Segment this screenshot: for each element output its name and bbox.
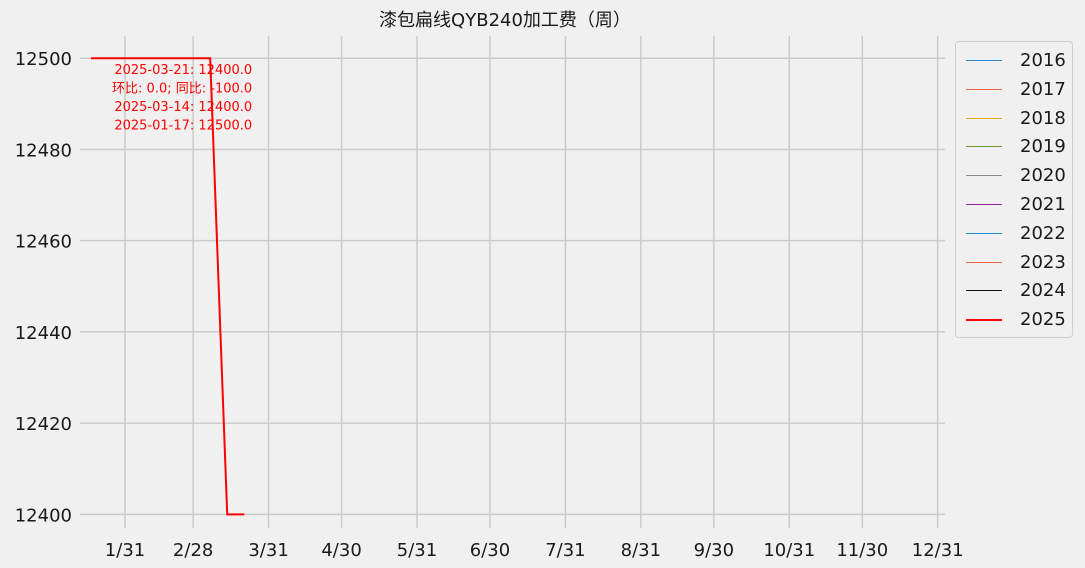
x-tick-label: 3/31 [248,540,288,561]
legend-label: 2020 [1020,165,1066,187]
y-tick-label: 12500 [15,49,72,70]
legend-item: 2022 [964,222,1074,246]
series-line-2025 [90,57,245,516]
x-tick-label: 6/30 [470,540,510,561]
x-tick-label: 11/30 [836,540,888,561]
legend-label: 2018 [1020,107,1066,129]
y-tick-label: 12440 [15,323,72,344]
annotation-label: 2025-03-21: 12400.0 [114,63,252,78]
x-tick-label: 4/30 [321,540,361,561]
y-tick-label: 12460 [15,232,72,253]
legend-label: 2023 [1020,251,1066,273]
x-tick-label: 12/31 [912,540,964,561]
legend-swatch [966,88,1002,90]
annotations: 2025-03-21: 12400.0 环比: 0.0; 同比: -100.0 20… [112,63,252,134]
x-tick-label: 10/31 [763,540,815,561]
y-tick-label: 12420 [15,414,72,435]
legend-item: 2025 [964,308,1074,332]
legend-swatch [966,232,1002,234]
chart-title: 漆包扁线QYB240加工费（周） [379,10,631,31]
annotation-label: 环比: 0.0; 同比: -100.0 [112,82,252,97]
legend-swatch [966,319,1002,322]
legend-swatch [966,175,1002,177]
legend-label: 2017 [1020,78,1066,100]
legend: 2016 2017 2018 2019 2020 2021 2022 2023 2024 2025 [955,41,1073,338]
legend-label: 2021 [1020,194,1066,215]
legend-item: 2020 [964,164,1074,188]
x-axis-tick-labels: 1/31 2/28 3/31 4/30 5/31 6/30 7/31 8/31 9/30 10/3… [105,540,964,561]
legend-label: 2016 [1020,50,1066,71]
legend-swatch [966,117,1002,119]
y-axis-tick-labels: 12400 12420 12440 12460 12480 12500 [15,49,72,526]
legend-item: 2018 [964,107,1074,131]
legend-item: 2017 [964,78,1074,102]
legend-swatch [966,146,1002,148]
annotation-label: 2025-01-17: 12500.0 [114,119,252,134]
legend-item: 2016 [964,49,1074,73]
legend-label: 2024 [1020,280,1066,302]
x-tick-label: 1/31 [105,540,145,561]
legend-swatch [966,290,1002,292]
y-tick-label: 12400 [15,505,72,526]
series-lines [90,57,245,516]
legend-swatch [966,60,1002,61]
x-tick-label: 8/31 [621,540,661,561]
legend-label: 2025 [1020,309,1066,331]
x-tick-label: 5/31 [397,540,437,561]
legend-item: 2019 [964,135,1074,159]
legend-label: 2019 [1020,136,1066,158]
y-tick-label: 12480 [15,140,72,161]
x-tick-label: 2/28 [173,540,213,561]
annotation-label: 2025-03-14: 12400.0 [114,100,252,115]
x-tick-label: 9/30 [694,540,734,561]
legend-item: 2023 [964,251,1074,275]
grid-lines [80,36,945,528]
legend-swatch [966,261,1002,263]
legend-swatch [966,204,1002,205]
legend-item: 2021 [964,193,1074,217]
legend-label: 2022 [1020,222,1066,244]
x-tick-label: 7/31 [545,540,585,561]
legend-item: 2024 [964,279,1074,303]
